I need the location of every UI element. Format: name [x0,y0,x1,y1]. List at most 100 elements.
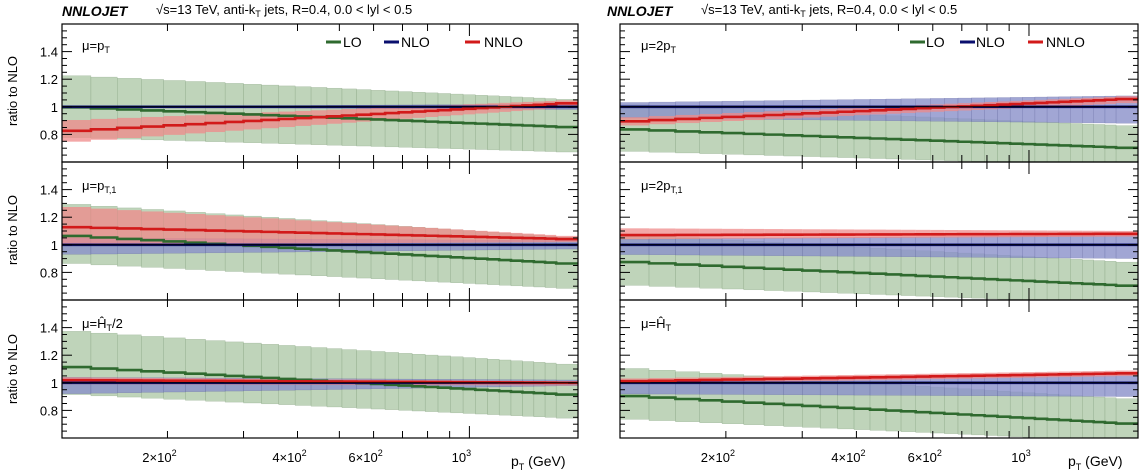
nlo-band-bin [1082,235,1094,259]
nlo-band-bin [802,237,821,257]
lo-band-bin [869,114,887,159]
nnlo-central-line [620,372,1138,383]
panel-c2-r3 [619,299,1139,439]
lo-band-bin [533,362,546,418]
lo-band-bin [1093,260,1106,300]
header-sub: T [255,9,261,19]
lo-band-bin [1082,396,1094,438]
lo-band-bin [1093,124,1106,162]
nlo-band-bin [930,236,945,258]
nlo-band-bin [1082,374,1094,397]
panel-plot-area [620,368,1138,438]
panel-plot-area [620,95,1138,162]
lo-band-bin [205,340,226,402]
lo-band-bin [510,360,523,416]
lo-band-bin [885,115,902,160]
lo-band-bin [243,342,262,404]
nlo-band-bin [763,237,784,256]
scale-label-col1-row2: μ=pT,1 [82,178,116,195]
lo-band-bin [1034,121,1048,162]
nlo-band-bin [900,236,916,257]
nlo-band-bin [721,238,745,256]
y-tick-label: 1.2 [40,72,58,87]
nlo-band-bin [869,237,887,257]
nnlo-central-line [62,225,578,241]
lo-band-bin [1058,258,1071,300]
nlo-band-bin [675,238,700,256]
column-1-header: NNLOJET √s=13 TeV, anti-kT jets, R=0.4, … [62,2,412,19]
nlo-band-bin [957,376,972,396]
nlo-band-bin [1104,374,1117,397]
lo-band-bin [648,370,676,421]
lo-central-line [62,234,578,265]
header-rest: jets, R=0.4, 0.0 < lyl < 0.5 [261,2,412,17]
x-tick-label: 4×102 [272,448,306,465]
x-tick-label: 6×102 [348,448,382,465]
legend-nnlo-label: NNLO [1046,34,1085,50]
nlo-band-bin [1115,374,1138,397]
nlo-band-bin [1104,235,1117,259]
nlo-band-bin [648,101,676,119]
lo-band-bin [915,116,931,161]
lo-band-bin [997,255,1011,300]
x-tick-label: 103 [1011,448,1030,465]
lo-band-bin [957,118,972,162]
nlo-band-bin [1070,235,1083,259]
lo-band-bin [1115,125,1138,162]
lo-band-bin [853,114,871,159]
y-tick-label: 1 [51,100,58,115]
y-tick-label: 1.4 [40,45,58,60]
lo-band-bin [326,348,343,408]
header-main: s=13 TeV, anti-k [708,2,801,17]
lo-band-bin [1070,395,1083,438]
header-sqrt: √ [156,2,164,17]
nlo-band-bin [743,238,765,256]
lo-band-bin [224,341,244,403]
nlo-band-bin [984,97,998,123]
lo-band-bin [1104,397,1117,438]
lo-band-bin [1082,259,1094,300]
panel-plot-area [62,75,578,153]
lo-band-bin [1046,257,1060,300]
legend-col1: LO NLO NNLO [326,34,523,50]
nnlo-central-line [620,97,1138,123]
lo-central-line [620,128,1138,150]
nlo-band-bin [1058,235,1071,259]
panel-plot-area [62,331,578,419]
nlo-band-bin [648,238,676,255]
lo-band-bin [522,361,535,417]
lo-band-bin [1115,261,1138,300]
lo-band-bin [900,116,916,160]
y-axis-labels: ratio to NLO ratio to NLO ratio to NLO [5,56,20,404]
nlo-band-bin [1009,375,1023,397]
ylabel-row2: ratio to NLO [5,195,20,265]
legend-nnlo-label: NNLO [484,34,523,50]
lo-band-bin [544,362,557,418]
lo-band-bin [1070,123,1083,162]
xlabel-col2: pT (GeV) [1068,453,1123,472]
nlo-band-bin [885,376,902,396]
nlo-band-bin [819,237,838,257]
scale-label-col2-row3: μ=ĤT [641,316,671,333]
nlo-band-bin [1058,375,1071,397]
legend-nlo-label: NLO [401,34,430,50]
lo-band-bin [498,359,512,416]
nlo-band-bin [1046,235,1060,259]
nlo-band-bin [915,376,931,396]
lo-band-bin [1104,124,1117,162]
panel-c2-r2 [619,161,1139,301]
lo-band-bin [997,120,1011,162]
lo-band-bin [1082,123,1094,162]
lo-band-bin [930,117,945,161]
ylabel-row1: ratio to NLO [5,56,20,126]
lo-band-bin [1058,394,1071,438]
y-tick-label: 1 [51,376,58,391]
nlo-band-bin [971,236,985,258]
lo-band-bin [278,345,296,405]
panel-plot-area [62,204,578,289]
lo-band-bin [1104,261,1117,300]
lo-band-bin [944,117,959,161]
header-main: s=13 TeV, anti-k [163,2,256,17]
lo-band-bin [1058,122,1071,162]
